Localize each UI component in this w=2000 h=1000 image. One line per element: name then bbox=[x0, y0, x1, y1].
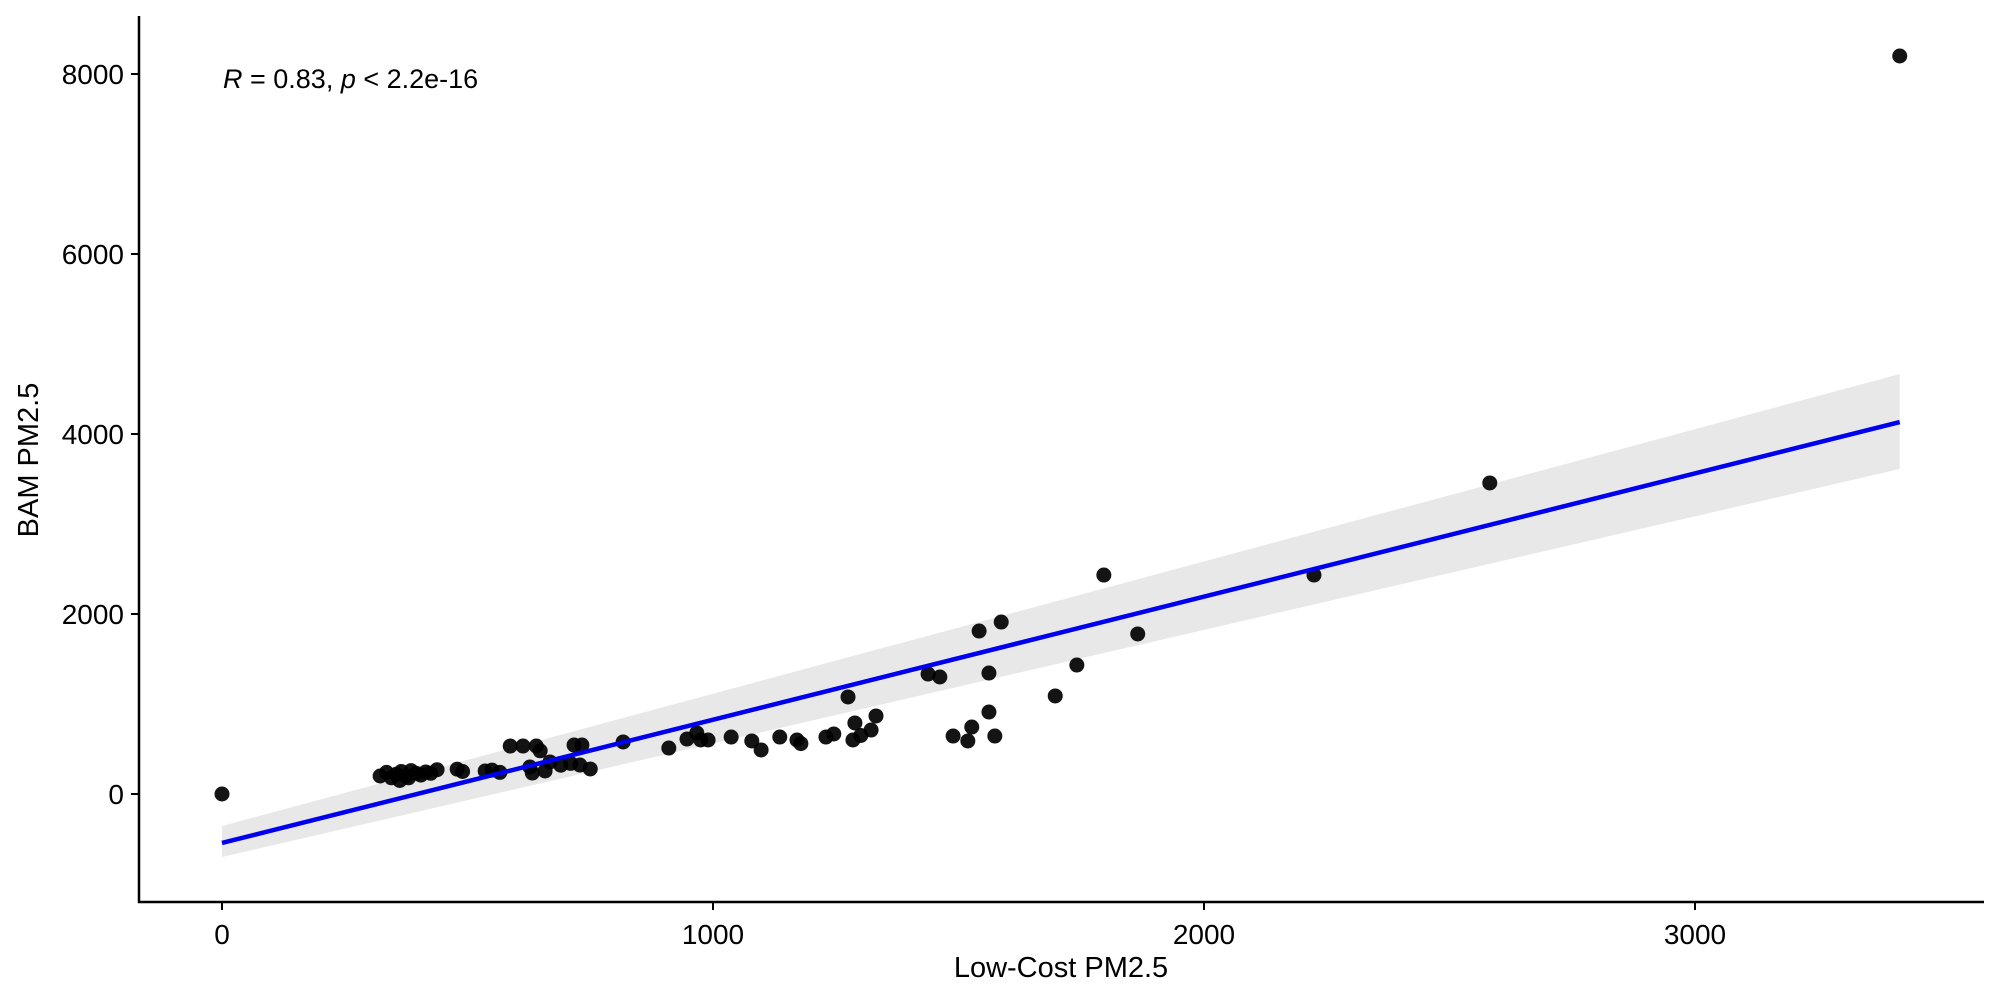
data-point bbox=[981, 665, 997, 681]
confidence-band bbox=[222, 373, 1900, 857]
data-point bbox=[932, 669, 948, 685]
data-point bbox=[502, 738, 518, 754]
data-point bbox=[920, 666, 936, 682]
data-point bbox=[429, 762, 445, 778]
data-point bbox=[981, 704, 997, 720]
data-points bbox=[214, 48, 1908, 802]
data-point bbox=[524, 765, 540, 781]
y-axis-title: BAM PM2.5 bbox=[13, 383, 45, 538]
x-axis-title: Low-Cost PM2.5 bbox=[954, 952, 1168, 984]
data-point bbox=[1069, 657, 1085, 673]
y-tick-label: 2000 bbox=[62, 599, 124, 630]
data-point bbox=[1130, 626, 1146, 642]
data-point bbox=[661, 740, 677, 756]
data-point bbox=[987, 728, 1003, 744]
data-point bbox=[847, 715, 863, 731]
data-point bbox=[574, 737, 590, 753]
data-point bbox=[1096, 567, 1112, 583]
annotation-r-value: = 0.83, bbox=[243, 64, 341, 94]
data-point bbox=[993, 614, 1009, 630]
x-tick-label: 3000 bbox=[1664, 919, 1726, 950]
data-point bbox=[723, 729, 739, 745]
data-point bbox=[840, 689, 856, 705]
y-tick-label: 8000 bbox=[62, 59, 124, 90]
data-point bbox=[868, 708, 884, 724]
x-tick-label: 1000 bbox=[682, 919, 744, 950]
y-tick-label: 6000 bbox=[62, 239, 124, 270]
data-point bbox=[700, 732, 716, 748]
y-tick-label: 4000 bbox=[62, 419, 124, 450]
regression-line bbox=[221, 419, 1901, 846]
x-tick-label: 0 bbox=[214, 919, 230, 950]
data-point bbox=[964, 719, 980, 735]
data-point bbox=[582, 761, 598, 777]
data-point bbox=[532, 743, 548, 759]
data-point bbox=[214, 786, 230, 802]
x-tick-label: 2000 bbox=[1173, 919, 1235, 950]
data-point bbox=[455, 764, 471, 779]
data-point bbox=[1047, 688, 1063, 704]
data-point bbox=[744, 733, 760, 749]
correlation-annotation: R = 0.83, p < 2.2e-16 bbox=[223, 64, 478, 94]
data-point bbox=[401, 770, 417, 786]
annotation-r-symbol: R bbox=[223, 64, 243, 94]
data-point bbox=[826, 726, 842, 742]
y-tick-label: 0 bbox=[108, 779, 124, 810]
data-point bbox=[515, 738, 531, 754]
data-point bbox=[793, 736, 809, 752]
y-axis-ticks: 0 2000 4000 6000 8000 bbox=[62, 59, 139, 810]
data-point bbox=[945, 728, 961, 744]
data-point bbox=[753, 742, 769, 758]
data-point bbox=[1482, 475, 1498, 491]
x-axis-ticks: 0 1000 2000 3000 bbox=[214, 902, 1726, 950]
data-point bbox=[863, 722, 879, 738]
data-point bbox=[772, 729, 788, 745]
data-point bbox=[563, 755, 579, 771]
annotation-p-symbol: p bbox=[340, 64, 356, 94]
data-point bbox=[971, 623, 987, 639]
regression-fit-line bbox=[221, 419, 1901, 846]
data-point bbox=[960, 733, 976, 749]
data-point bbox=[1892, 48, 1908, 64]
confidence-band-area bbox=[222, 373, 1900, 857]
annotation-p-value: < 2.2e-16 bbox=[356, 64, 478, 94]
